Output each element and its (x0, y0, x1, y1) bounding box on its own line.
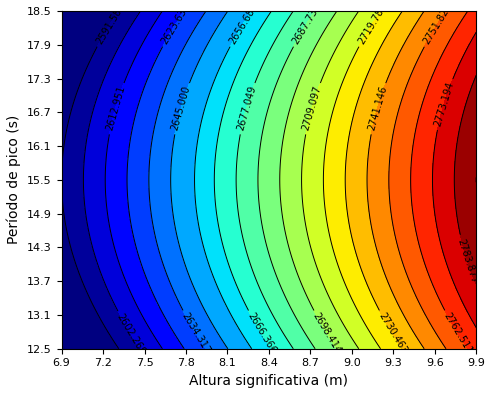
X-axis label: Altura significativa (m): Altura significativa (m) (189, 374, 348, 388)
Text: 2687.731: 2687.731 (291, 1, 323, 46)
Text: 2741.146: 2741.146 (366, 85, 388, 132)
Text: 2591.586: 2591.586 (94, 1, 127, 46)
Y-axis label: Período de pico (s): Período de pico (s) (7, 115, 22, 245)
Text: 2612.951: 2612.951 (104, 85, 126, 132)
Text: 2634.317: 2634.317 (180, 311, 213, 356)
Text: 2623.634: 2623.634 (160, 1, 192, 46)
Text: 2730.463: 2730.463 (376, 311, 409, 356)
Text: 2719.780: 2719.780 (356, 1, 389, 46)
Text: 2762.511: 2762.511 (442, 311, 474, 356)
Text: 2709.097: 2709.097 (301, 85, 323, 132)
Text: 2751.829: 2751.829 (422, 1, 454, 46)
Text: 2602.269: 2602.269 (115, 312, 148, 357)
Text: 2656.683: 2656.683 (227, 1, 260, 46)
Text: 2698.414: 2698.414 (311, 311, 343, 356)
Text: 2783.877: 2783.877 (456, 237, 479, 284)
Text: 2677.049: 2677.049 (235, 85, 257, 132)
Text: 2666.366: 2666.366 (246, 311, 278, 356)
Text: 2773.194: 2773.194 (432, 81, 456, 128)
Text: 2645.000: 2645.000 (170, 85, 192, 132)
